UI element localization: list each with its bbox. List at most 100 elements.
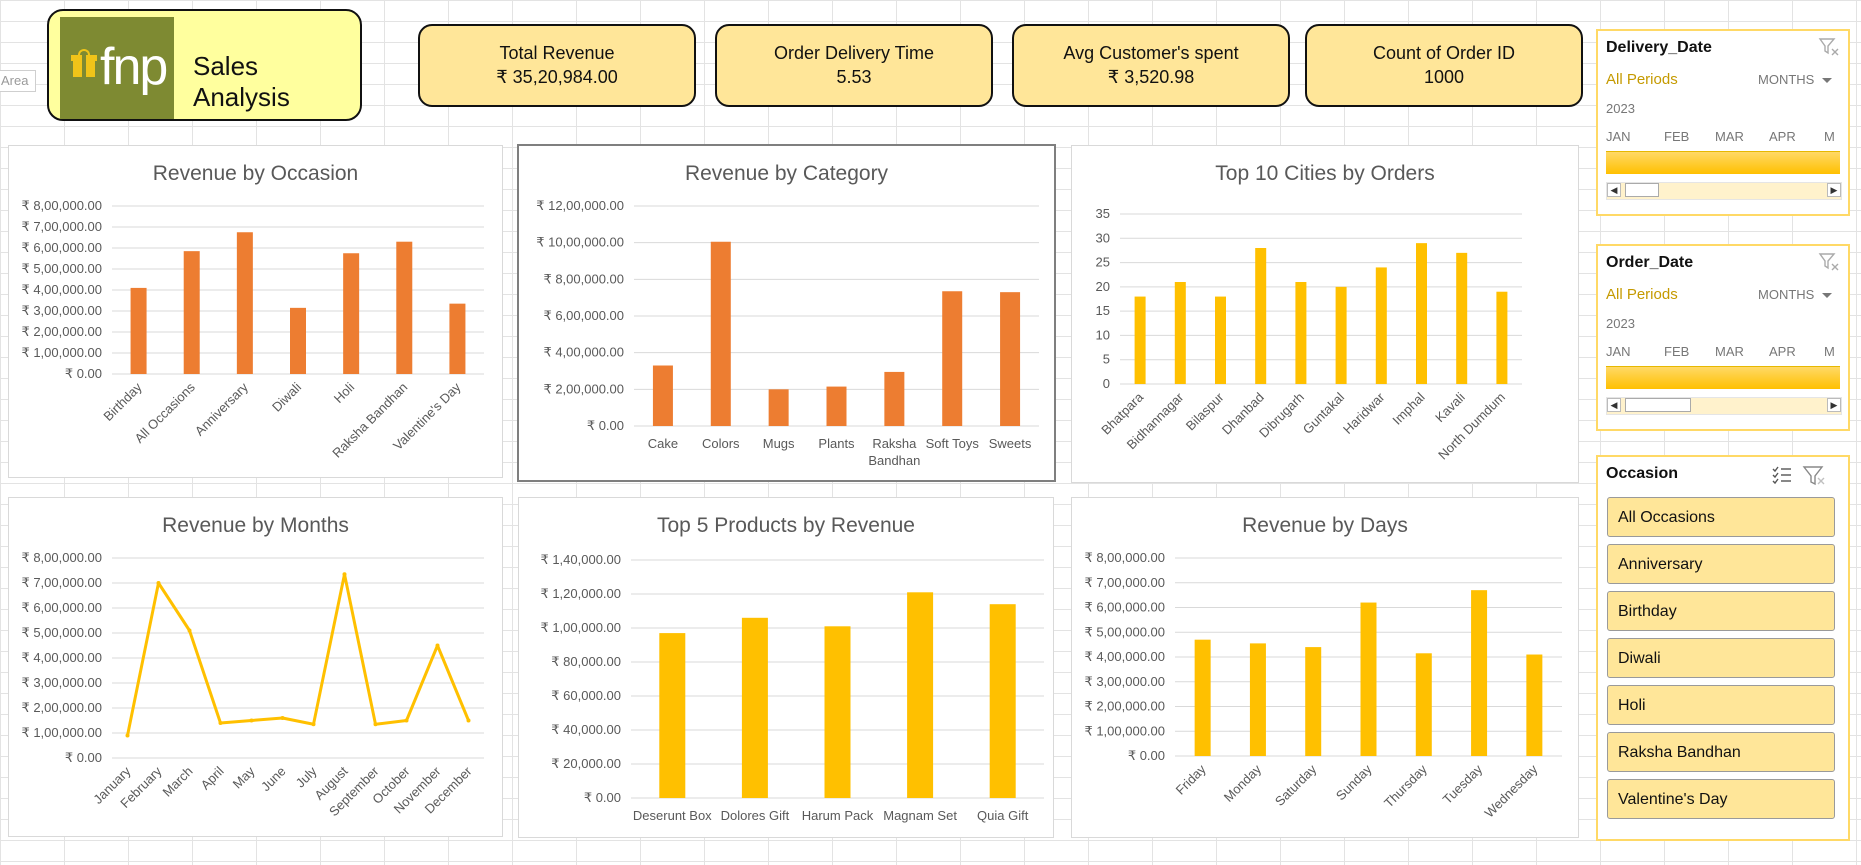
timeline-scrollbar[interactable]: ◀ ▶ [1606, 182, 1842, 200]
bar[interactable] [741, 617, 768, 798]
y-tick-label: ₹ 10,00,000.00 [536, 235, 624, 250]
bar[interactable] [396, 241, 413, 374]
kpi-order-delivery-time[interactable]: Order Delivery Time 5.53 [715, 24, 993, 107]
timeline-delivery-date[interactable]: Delivery_Date All Periods MONTHS 2023 JA… [1596, 29, 1850, 216]
bar[interactable] [1255, 248, 1267, 384]
bar[interactable] [290, 307, 306, 374]
slicer-item-diwali[interactable]: Diwali [1607, 638, 1835, 678]
bar[interactable] [1496, 291, 1508, 384]
data-point[interactable] [249, 718, 254, 723]
slicer-item-holi[interactable]: Holi [1607, 685, 1835, 725]
time-unit-label: MONTHS [1758, 72, 1815, 87]
bar[interactable] [1415, 653, 1432, 756]
bar[interactable] [1295, 282, 1307, 384]
y-tick-label: ₹ 2,00,000.00 [1084, 699, 1165, 714]
data-point[interactable] [435, 643, 440, 648]
chart-title: Top 5 Products by Revenue [657, 514, 915, 537]
kpi-label: Avg Customer's spent [1063, 43, 1239, 63]
slicer-header: Occasion [1606, 465, 1679, 482]
y-tick-label: ₹ 3,00,000.00 [21, 303, 102, 318]
bar[interactable] [1134, 296, 1146, 384]
bar[interactable] [907, 592, 934, 798]
bar[interactable] [652, 365, 673, 427]
clear-filter-icon[interactable] [1818, 37, 1840, 57]
data-point[interactable] [466, 718, 471, 723]
time-unit-dropdown[interactable]: MONTHS [1758, 287, 1833, 302]
month-label: M [1824, 129, 1835, 144]
y-tick-label: ₹ 4,00,000.00 [21, 282, 102, 297]
timeline-order-date[interactable]: Order_Date All Periods MONTHS 2023 JAN F… [1596, 244, 1850, 431]
data-point[interactable] [373, 722, 378, 727]
data-point[interactable] [342, 572, 347, 577]
chart-revenue-by-months[interactable]: Revenue by Months ₹ 0.00 ₹ 1,00,000.00 ₹ 2,… [8, 497, 503, 837]
bar[interactable] [1375, 267, 1387, 384]
bar[interactable] [659, 633, 686, 798]
data-point[interactable] [311, 722, 316, 727]
scroll-left-icon[interactable]: ◀ [1607, 398, 1621, 412]
series-line[interactable] [126, 572, 470, 736]
time-unit-dropdown[interactable]: MONTHS [1758, 72, 1833, 87]
x-tick-label: Haridwar [1340, 389, 1388, 437]
slicer-item-anniversary[interactable]: Anniversary [1607, 544, 1835, 584]
bar[interactable] [1305, 647, 1322, 756]
kpi-count-of-order-id[interactable]: Count of Order ID 1000 [1305, 24, 1583, 107]
data-point[interactable] [187, 628, 192, 633]
bar[interactable] [343, 253, 360, 374]
slicer-item-raksha-bandhan[interactable]: Raksha Bandhan [1607, 732, 1835, 772]
y-tick-label: 25 [1096, 255, 1110, 270]
clear-filter-icon[interactable] [1818, 252, 1840, 272]
bar[interactable] [942, 291, 963, 426]
bar[interactable] [1000, 292, 1021, 426]
x-tick-label: Plants [818, 436, 855, 451]
bar[interactable] [1456, 252, 1468, 384]
timeline-selection-bar[interactable] [1606, 366, 1840, 389]
bar[interactable] [130, 287, 147, 374]
bar[interactable] [1194, 639, 1211, 756]
bar[interactable] [710, 241, 731, 426]
chart-top-10-cities-by-orders[interactable]: Top 10 Cities by Orders 0 5 10 15 20 25 30 35 Bha… [1071, 145, 1579, 483]
scroll-thumb[interactable] [1625, 398, 1691, 412]
bar[interactable] [1526, 654, 1543, 756]
slicer-occasion[interactable]: Occasion All Occasions Anniversary Birth… [1596, 455, 1850, 841]
scroll-right-icon[interactable]: ▶ [1827, 183, 1841, 197]
data-point[interactable] [156, 581, 161, 585]
timeline-scrollbar[interactable]: ◀ ▶ [1606, 397, 1842, 415]
slicer-item-all-occasions[interactable]: All Occasions [1607, 497, 1835, 537]
month-label: JAN [1606, 344, 1631, 359]
bar[interactable] [884, 371, 905, 426]
bar[interactable] [1215, 296, 1226, 384]
slicer-item-birthday[interactable]: Birthday [1607, 591, 1835, 631]
bar[interactable] [989, 604, 1016, 798]
kpi-total-revenue[interactable]: Total Revenue ₹ 35,20,984.00 [418, 24, 696, 107]
bar[interactable] [768, 389, 789, 426]
bar[interactable] [824, 626, 851, 798]
bar[interactable] [1416, 243, 1427, 384]
data-point[interactable] [280, 716, 285, 720]
gift-icon [71, 49, 97, 77]
scroll-thumb[interactable] [1625, 183, 1659, 197]
bar[interactable] [236, 232, 253, 374]
chart-revenue-by-days[interactable]: Revenue by Days ₹ 0.00 ₹ 1,00,000.00 ₹ 2,00… [1071, 497, 1579, 838]
bar[interactable] [1335, 286, 1347, 384]
data-point[interactable] [404, 718, 409, 723]
bar[interactable] [183, 251, 200, 374]
chart-top-5-products-by-revenue[interactable]: Top 5 Products by Revenue ₹ 0.00 ₹ 20,000.… [518, 497, 1054, 838]
clear-filter-icon[interactable] [1802, 465, 1826, 487]
bar[interactable] [1360, 602, 1377, 756]
data-point[interactable] [218, 721, 223, 725]
kpi-avg-customer-spent[interactable]: Avg Customer's spent ₹ 3,520.98 [1012, 24, 1290, 107]
multi-select-icon[interactable] [1771, 465, 1793, 485]
scroll-right-icon[interactable]: ▶ [1827, 398, 1841, 412]
chart-revenue-by-category[interactable]: Revenue by Category ₹ 0.00 ₹ 2,00,000.00 ₹ … [517, 144, 1056, 482]
bar[interactable] [449, 303, 466, 374]
bar[interactable] [1249, 643, 1266, 756]
timeline-selection-bar[interactable] [1606, 151, 1840, 174]
slicer-item-valentines-day[interactable]: Valentine's Day [1607, 779, 1835, 819]
bar[interactable] [1471, 590, 1488, 756]
scroll-left-icon[interactable]: ◀ [1607, 183, 1621, 197]
data-point[interactable] [125, 733, 130, 738]
bar[interactable] [1174, 282, 1186, 384]
y-tick-label: 15 [1096, 303, 1110, 318]
bar[interactable] [826, 386, 847, 426]
chart-revenue-by-occasion[interactable]: Revenue by Occasion ₹ 0.00 ₹ 1,00,000.00 ₹ … [8, 145, 503, 478]
